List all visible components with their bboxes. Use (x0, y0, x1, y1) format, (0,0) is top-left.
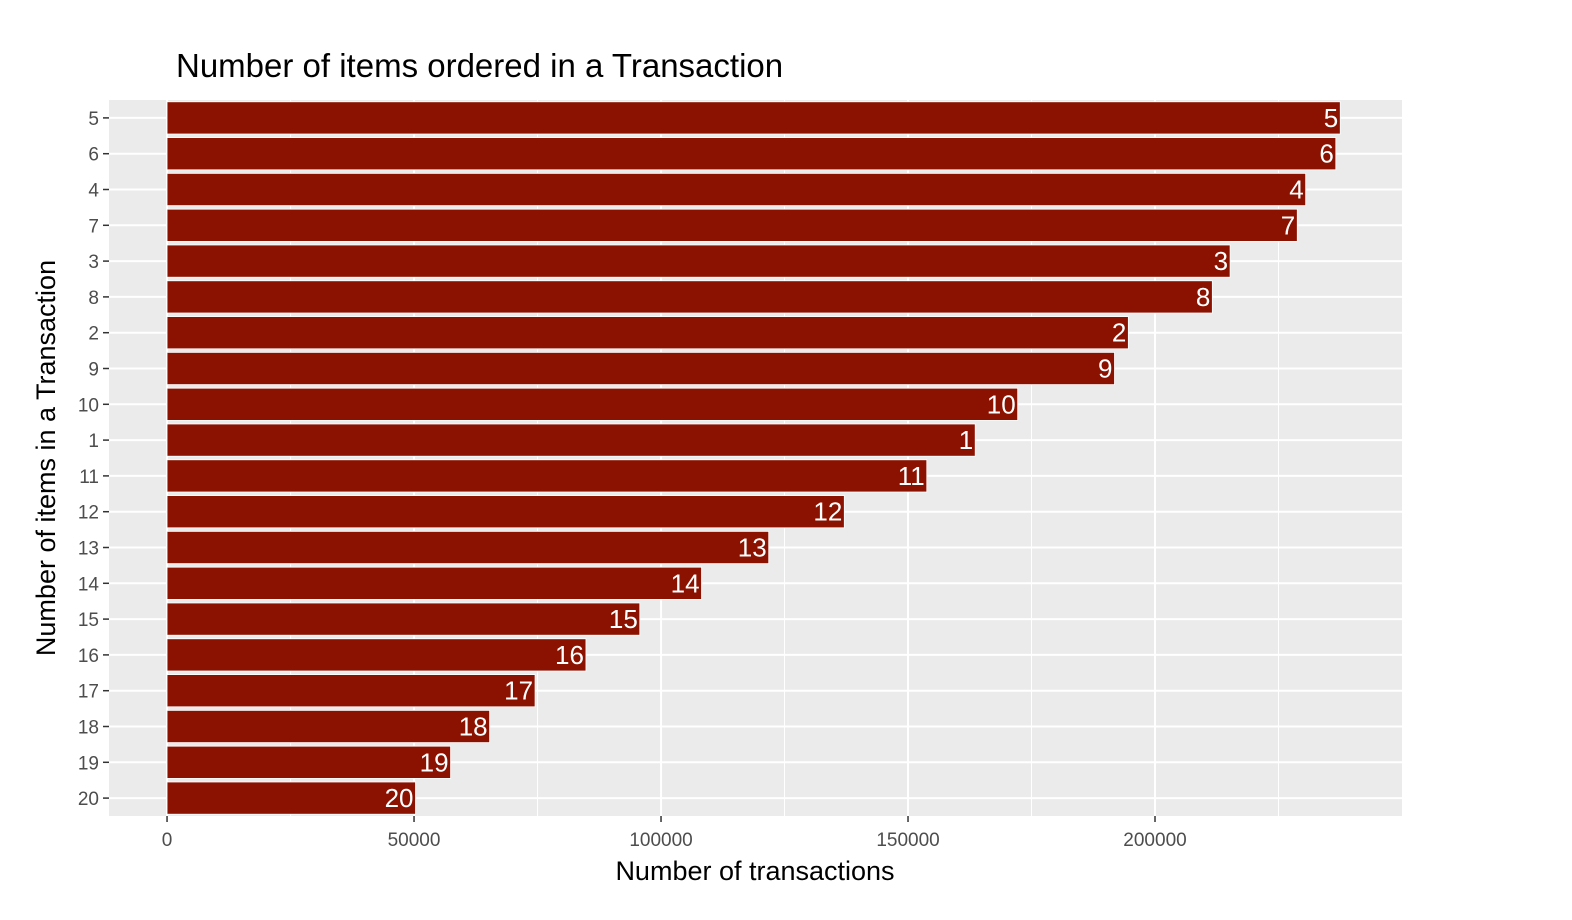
bar-label-3: 3 (1214, 246, 1228, 276)
bar-3 (166, 244, 1231, 278)
bar-11 (166, 459, 928, 493)
bar-label-1: 1 (959, 425, 973, 455)
bar-5 (166, 101, 1341, 135)
bars (166, 101, 1341, 815)
bar-label-17: 17 (504, 676, 533, 706)
y-tick-label: 16 (78, 646, 99, 667)
y-tick-label: 12 (78, 503, 99, 524)
bar-label-10: 10 (987, 389, 1016, 419)
bar-label-15: 15 (609, 604, 638, 634)
bar-label-7: 7 (1281, 210, 1295, 240)
bar-label-9: 9 (1098, 354, 1112, 384)
y-tick-label: 4 (88, 181, 99, 202)
x-axis-title: Number of transactions (615, 856, 894, 886)
y-axis-title: Number of items in a Transaction (31, 260, 61, 656)
bar-label-18: 18 (459, 712, 488, 742)
bar-8 (166, 280, 1213, 314)
bar-label-5: 5 (1324, 103, 1338, 133)
bar-13 (166, 530, 770, 565)
y-tick-label: 15 (78, 610, 99, 631)
y-tick-label: 13 (78, 539, 99, 560)
y-tick-label: 8 (88, 288, 99, 309)
bar-label-20: 20 (385, 783, 414, 813)
bar-6 (166, 137, 1337, 171)
bar-label-11: 11 (898, 461, 925, 491)
y-tick-label: 5 (88, 109, 99, 130)
bar-label-4: 4 (1289, 175, 1303, 205)
y-tick-label: 17 (78, 682, 99, 703)
y-tick-label: 6 (88, 145, 99, 166)
bar-label-16: 16 (555, 640, 584, 670)
y-tick-label: 9 (88, 360, 99, 381)
x-axis-ticks: 0 50000 100000 150000 200000 (162, 816, 1187, 851)
bar-label-19: 19 (420, 747, 449, 777)
x-tick-label: 50000 (388, 830, 441, 851)
bar-2 (166, 316, 1129, 350)
y-tick-label: 18 (78, 718, 99, 739)
bar-12 (166, 495, 845, 529)
bar-19 (166, 745, 451, 779)
bar-label-13: 13 (738, 533, 767, 563)
bar-label-8: 8 (1196, 282, 1210, 312)
bar-label-2: 2 (1112, 318, 1126, 348)
bar-4 (166, 172, 1307, 207)
bar-label-6: 6 (1319, 139, 1333, 169)
y-tick-label: 20 (78, 789, 99, 810)
y-tick-label: 3 (88, 252, 99, 273)
chart-title: Number of items ordered in a Transaction (176, 47, 783, 84)
plot-panel (109, 100, 1402, 816)
bar-20 (166, 781, 416, 815)
x-tick-label: 0 (162, 830, 173, 851)
bar-16 (166, 638, 587, 672)
bar-7 (166, 208, 1298, 242)
bar-14 (166, 566, 702, 600)
y-tick-label: 10 (78, 395, 99, 416)
y-tick-label: 1 (88, 431, 99, 452)
bar-18 (166, 709, 491, 744)
bar-label-14: 14 (671, 568, 700, 598)
bar-10 (166, 387, 1019, 421)
y-tick-label: 11 (79, 467, 99, 488)
bar-17 (166, 674, 536, 708)
bar-label-12: 12 (813, 497, 842, 527)
x-tick-label: 200000 (1123, 830, 1186, 851)
bar-9 (166, 351, 1115, 386)
y-tick-label: 2 (88, 324, 99, 345)
bar-1 (166, 423, 976, 457)
x-tick-label: 150000 (876, 830, 939, 851)
y-tick-label: 19 (78, 753, 99, 774)
bar-15 (166, 602, 641, 636)
x-tick-label: 100000 (629, 830, 692, 851)
y-tick-label: 7 (88, 216, 99, 237)
y-tick-label: 14 (78, 574, 100, 595)
